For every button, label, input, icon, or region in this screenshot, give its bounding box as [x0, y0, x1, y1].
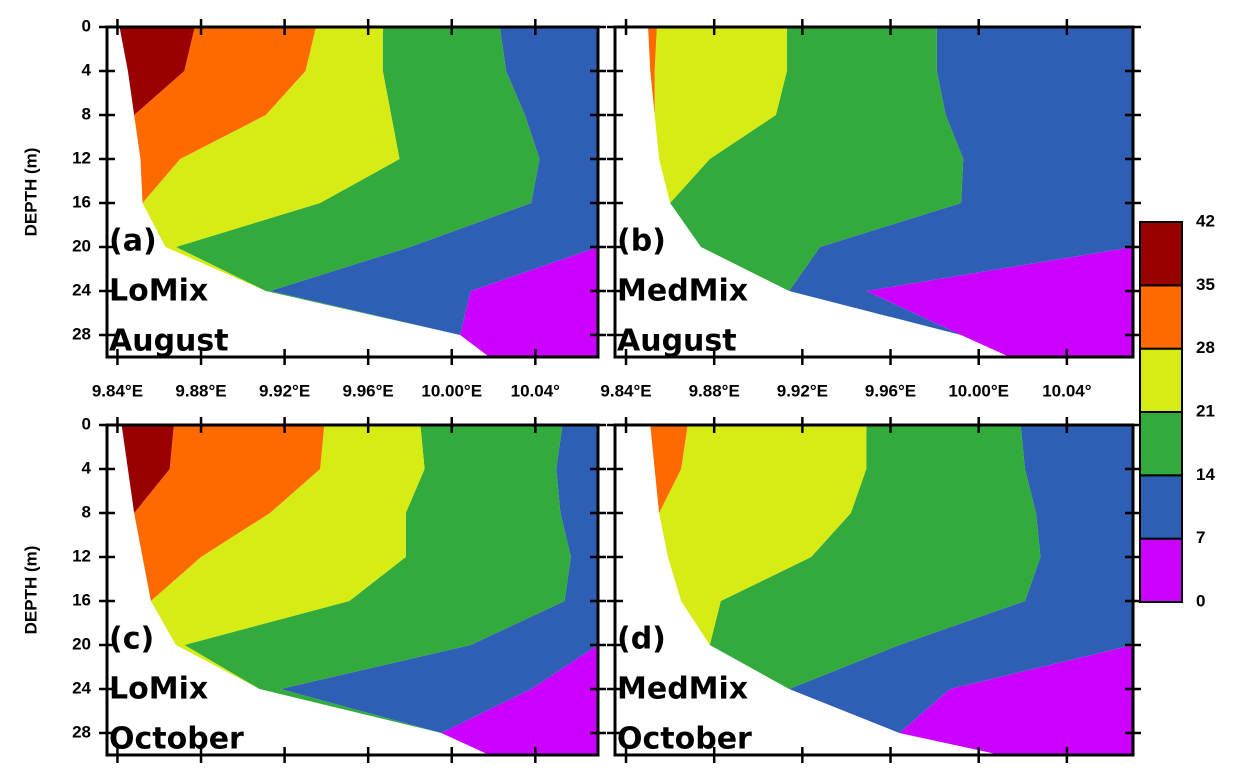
- contour-band: [441, 425, 598, 755]
- y-tick-label: 4: [82, 458, 92, 477]
- frame: [105, 25, 600, 359]
- colorbar-label: 35: [1196, 275, 1215, 294]
- colorbar-label: 7: [1196, 528, 1205, 547]
- x-tick-label: 10.00°E: [948, 381, 1009, 400]
- panel-annotation: (b): [617, 224, 666, 259]
- colorbar-swatch: [1139, 221, 1183, 287]
- panel-annotation: LoMix: [109, 274, 208, 309]
- contour-band: [184, 425, 571, 755]
- x-tick-label: 10.04°: [511, 381, 561, 400]
- contour-band: [899, 425, 1133, 755]
- contour-band: [866, 27, 1133, 357]
- x-tick-label: 9.88°E: [175, 381, 226, 400]
- colorbar-swatch: [1139, 474, 1183, 540]
- y-tick-label: 28: [72, 324, 91, 343]
- x-tick-label: 9.92°E: [259, 381, 310, 400]
- contour-band: [709, 425, 1041, 755]
- contour-band: [659, 425, 1001, 755]
- contour-band: [142, 27, 490, 357]
- x-tick-label: 10.00°E: [421, 381, 482, 400]
- colorbar-label: 0: [1196, 591, 1205, 610]
- colorbar-label: 21: [1196, 401, 1215, 420]
- panel: 0 4 8 12 16 20 24 28 9.84°E 9.88°E 9.92°E 9.96°E 10.…: [21, 16, 606, 400]
- panel: (d) MedMix October: [607, 417, 1141, 763]
- y-tick-label: 16: [72, 192, 91, 211]
- colorbar-label: 42: [1196, 211, 1215, 230]
- y-tick-label: 16: [72, 590, 91, 609]
- y-tick-label: 24: [72, 280, 91, 299]
- contour-band: [269, 27, 598, 357]
- y-tick-label: 20: [72, 634, 91, 653]
- colorbar-swatch: [1139, 347, 1183, 413]
- x-tick-label: 9.96°E: [343, 381, 394, 400]
- panel-annotation: October: [109, 722, 244, 757]
- panel-annotation: LoMix: [109, 672, 208, 707]
- colorbar-label: 14: [1196, 465, 1215, 484]
- panel-annotation: (d): [617, 622, 666, 657]
- colorbar-swatch: [1139, 284, 1183, 350]
- contour-band: [670, 27, 1010, 357]
- contour-band: [150, 425, 490, 755]
- contour-band: [654, 27, 1010, 357]
- contour-band: [789, 425, 1133, 755]
- y-tick-label: 12: [72, 148, 91, 167]
- panel-annotation: October: [617, 722, 752, 757]
- panel-annotation: August: [109, 324, 229, 359]
- contour-band: [280, 425, 598, 755]
- y-tick-label: 0: [82, 16, 91, 35]
- contour-band: [460, 27, 598, 357]
- x-tick-label: 9.96°E: [865, 381, 916, 400]
- frame: [613, 423, 1135, 757]
- contour-band: [121, 425, 490, 755]
- y-tick-label: 20: [72, 236, 91, 255]
- y-tick-label: 8: [82, 104, 91, 123]
- y-axis-label: DEPTH (m): [21, 546, 40, 635]
- panel-annotation: August: [617, 324, 737, 359]
- panel-annotation: (c): [109, 622, 154, 657]
- contour-band: [134, 27, 490, 357]
- contour-band: [789, 27, 1133, 357]
- x-tick-label: 9.92°E: [777, 381, 828, 400]
- panel-annotation: MedMix: [617, 274, 748, 309]
- y-tick-label: 0: [82, 414, 91, 433]
- frame: [613, 25, 1135, 359]
- contour-band: [134, 425, 490, 755]
- y-tick-label: 4: [82, 60, 92, 79]
- colorbar-swatch: [1139, 411, 1183, 477]
- y-axis-label: DEPTH (m): [21, 148, 40, 237]
- colorbar-label: 28: [1196, 338, 1215, 357]
- x-tick-label: 10.04°: [1042, 381, 1092, 400]
- panel: 0 4 8 12 16 20 24 28 DEPTH (m) (c) LoMix October: [21, 414, 606, 763]
- y-tick-label: 24: [72, 678, 91, 697]
- x-tick-label: 9.88°E: [689, 381, 740, 400]
- y-tick-label: 12: [72, 546, 91, 565]
- frame: [105, 423, 600, 757]
- x-tick-label: 9.84°E: [600, 381, 651, 400]
- colorbar-swatch: [1139, 537, 1183, 604]
- panel-annotation: (a): [109, 224, 157, 259]
- panel-annotation: MedMix: [617, 672, 748, 707]
- x-tick-label: 9.84°E: [92, 381, 143, 400]
- contour-band: [119, 27, 490, 357]
- y-tick-label: 8: [82, 502, 91, 521]
- y-tick-label: 28: [72, 722, 91, 741]
- contour-band: [175, 27, 540, 357]
- panel: 9.84°E 9.88°E 9.92°E 9.96°E 10.00°E 10.04° (b)…: [600, 19, 1141, 400]
